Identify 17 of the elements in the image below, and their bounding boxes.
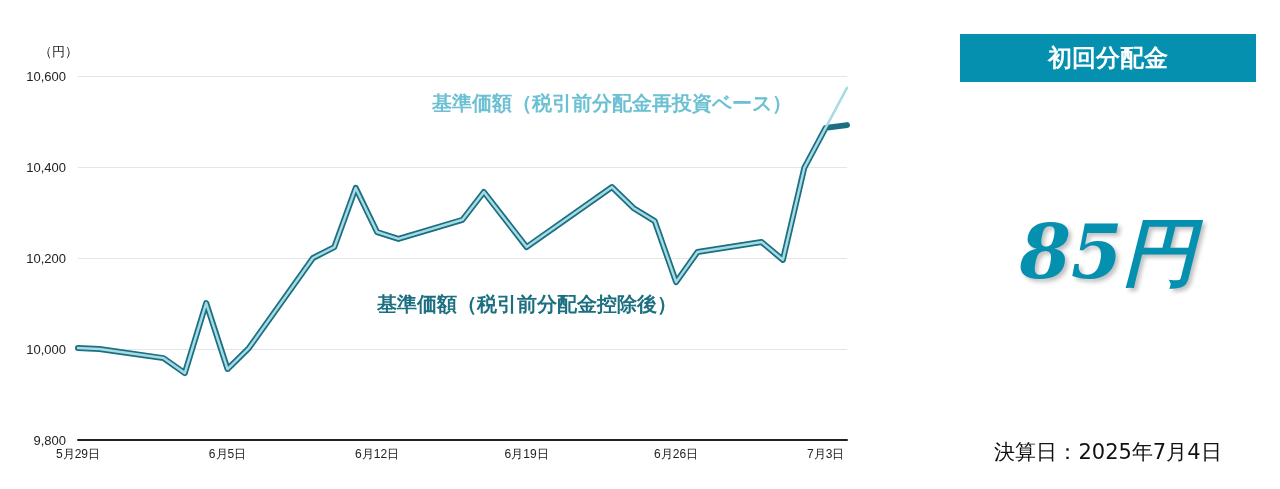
y-tick-label: 10,200	[26, 250, 66, 266]
y-tick-label: 10,400	[26, 159, 66, 175]
x-tick-label: 7月3日	[806, 447, 845, 461]
series-label: 基準価額（税引前分配金控除後）	[375, 291, 677, 316]
series-label: 基準価額（税引前分配金再投資ベース）	[431, 91, 793, 116]
y-tick-label: 10,000	[26, 341, 66, 357]
text: 決算日：2025年7月4日	[993, 439, 1223, 466]
x-tick-label: 5月29日	[55, 447, 101, 461]
y-axis-title: （円）	[39, 44, 78, 59]
x-tick-label: 6月19日	[504, 447, 549, 461]
x-tick-label: 6月26日	[654, 447, 699, 461]
y-tick-label: 9,800	[33, 432, 66, 448]
x-tick-label: 6月5日	[208, 447, 247, 461]
y-tick-label: 10,600	[26, 68, 66, 84]
x-tick-label: 6月12日	[355, 447, 400, 461]
text: 初回分配金	[960, 34, 1256, 82]
text: 85円	[1018, 208, 1204, 297]
